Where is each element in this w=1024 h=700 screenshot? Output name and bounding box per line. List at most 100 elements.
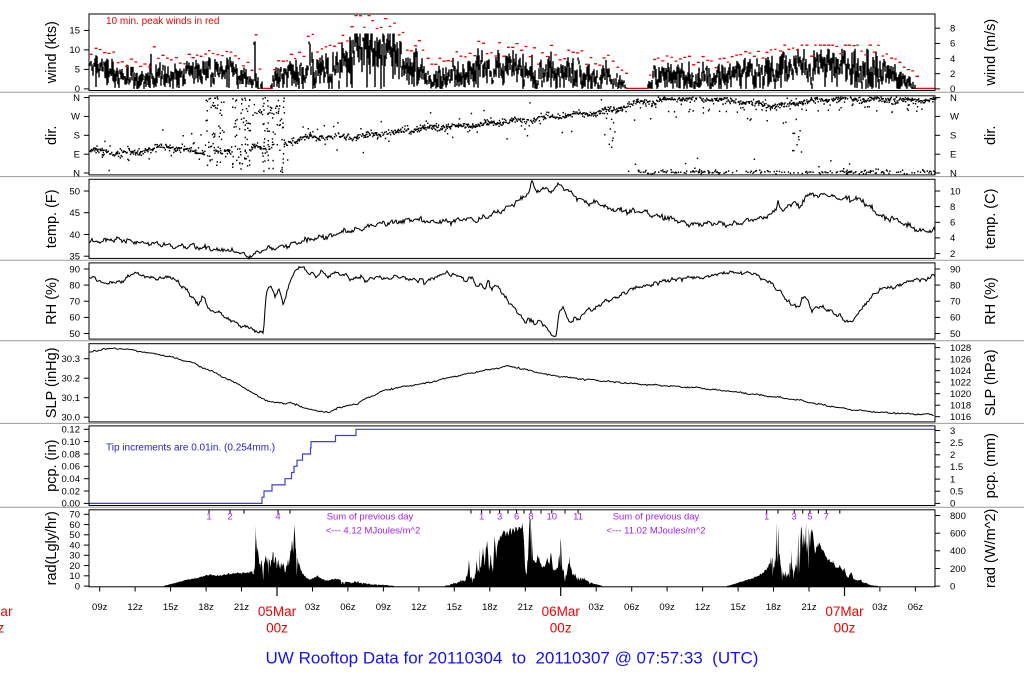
svg-text:dir.: dir.	[44, 126, 60, 145]
svg-text:04Mar: 04Mar	[0, 604, 13, 619]
svg-text:15z: 15z	[447, 602, 463, 613]
svg-text:RH (%): RH (%)	[44, 277, 60, 325]
svg-text:03z: 03z	[305, 602, 321, 613]
svg-text:800: 800	[950, 511, 966, 522]
svg-text:8: 8	[950, 24, 955, 35]
svg-text:0.00: 0.00	[62, 499, 81, 510]
svg-text:00z: 00z	[550, 621, 572, 636]
svg-text:30.1: 30.1	[62, 393, 81, 404]
svg-text:7: 7	[824, 512, 829, 523]
svg-text:<--- 11.02 MJoules/m^2: <--- 11.02 MJoules/m^2	[606, 526, 705, 537]
svg-text:12z: 12z	[127, 602, 143, 613]
svg-text:07Mar: 07Mar	[825, 604, 864, 619]
svg-text:45: 45	[69, 208, 80, 219]
svg-text:40: 40	[69, 540, 80, 551]
svg-text:50: 50	[69, 186, 80, 197]
svg-text:80: 80	[69, 280, 80, 291]
svg-text:6: 6	[514, 512, 519, 523]
svg-text:wind (m/s): wind (m/s)	[983, 19, 999, 87]
svg-text:3: 3	[792, 512, 797, 523]
svg-text:dir.: dir.	[983, 126, 999, 145]
svg-text:05Mar: 05Mar	[258, 604, 297, 619]
svg-text:0.08: 0.08	[62, 449, 81, 460]
svg-text:2.5: 2.5	[950, 438, 963, 449]
svg-text:5: 5	[75, 65, 80, 76]
svg-text:5: 5	[807, 512, 812, 523]
svg-text:60: 60	[69, 313, 80, 324]
svg-text:3: 3	[497, 512, 502, 523]
svg-text:10: 10	[69, 45, 80, 56]
svg-text:2: 2	[950, 249, 955, 260]
svg-text:200: 200	[950, 564, 966, 575]
svg-text:70: 70	[69, 297, 80, 308]
svg-text:rad (W/m^2): rad (W/m^2)	[983, 509, 999, 588]
svg-text:1016: 1016	[950, 412, 971, 423]
svg-text:600: 600	[950, 529, 966, 540]
svg-text:SLP (hPa): SLP (hPa)	[983, 349, 999, 416]
svg-text:RH (%): RH (%)	[983, 277, 999, 325]
svg-text:50: 50	[69, 530, 80, 541]
svg-text:1026: 1026	[950, 354, 971, 365]
svg-text:90: 90	[950, 264, 961, 275]
svg-text:0: 0	[950, 581, 955, 592]
svg-text:temp. (C): temp. (C)	[983, 189, 999, 249]
svg-text:1: 1	[206, 512, 211, 523]
svg-text:21z: 21z	[234, 602, 250, 613]
svg-text:UW Rooftop Data for 20110304: UW Rooftop Data for 20110304 to 20110307…	[266, 649, 759, 668]
svg-text:3: 3	[950, 426, 955, 437]
svg-text:20: 20	[69, 561, 80, 572]
svg-text:2: 2	[950, 450, 955, 461]
svg-text:400: 400	[950, 546, 966, 557]
svg-text:0: 0	[75, 84, 80, 95]
svg-text:1024: 1024	[950, 366, 971, 377]
svg-text:70: 70	[69, 510, 80, 521]
svg-text:6: 6	[950, 218, 955, 229]
svg-text:80: 80	[950, 280, 961, 291]
svg-text:18z: 18z	[198, 602, 214, 613]
svg-text:N: N	[950, 93, 957, 104]
svg-text:60: 60	[950, 313, 961, 324]
svg-text:00z: 00z	[834, 621, 856, 636]
svg-text:40: 40	[69, 230, 80, 241]
svg-text:09z: 09z	[376, 602, 392, 613]
svg-text:0.06: 0.06	[62, 462, 81, 473]
svg-text:4: 4	[950, 233, 955, 244]
svg-text:2: 2	[227, 512, 232, 523]
svg-text:1022: 1022	[950, 378, 971, 389]
svg-text:N: N	[73, 168, 80, 179]
svg-text:09z: 09z	[92, 602, 108, 613]
svg-text:W: W	[950, 112, 959, 123]
svg-text:1018: 1018	[950, 401, 971, 412]
svg-text:03z: 03z	[872, 602, 888, 613]
svg-text:1.5: 1.5	[950, 462, 963, 473]
svg-text:10: 10	[950, 186, 961, 197]
svg-text:15: 15	[69, 26, 80, 37]
svg-text:wind (kts): wind (kts)	[44, 21, 60, 84]
svg-text:35: 35	[69, 252, 80, 263]
svg-text:03z: 03z	[589, 602, 605, 613]
svg-text:06z: 06z	[908, 602, 924, 613]
svg-text:1: 1	[764, 512, 769, 523]
svg-text:0: 0	[950, 84, 955, 95]
svg-text:00z: 00z	[0, 621, 4, 636]
svg-text:0.04: 0.04	[62, 474, 81, 485]
svg-text:pcp. (mm): pcp. (mm)	[983, 433, 999, 498]
svg-text:S: S	[74, 131, 80, 142]
svg-text:21z: 21z	[518, 602, 534, 613]
svg-text:<--- 4.12 MJoules/m^2: <--- 4.12 MJoules/m^2	[326, 526, 420, 537]
svg-text:12z: 12z	[411, 602, 427, 613]
svg-text:N: N	[73, 93, 80, 104]
svg-text:1: 1	[479, 512, 484, 523]
svg-text:06Mar: 06Mar	[542, 604, 581, 619]
svg-text:30.2: 30.2	[62, 374, 81, 385]
svg-text:0.02: 0.02	[62, 486, 81, 497]
svg-text:10: 10	[547, 512, 558, 523]
svg-text:12z: 12z	[695, 602, 711, 613]
svg-text:Tip increments are 0.01in. (0.: Tip increments are 0.01in. (0.254mm.)	[106, 443, 275, 454]
svg-text:Sum of previous day: Sum of previous day	[613, 512, 700, 523]
svg-text:W: W	[71, 112, 80, 123]
svg-text:pcp. (in): pcp. (in)	[44, 440, 60, 492]
svg-text:E: E	[74, 150, 80, 161]
svg-text:10 min. peak winds in red: 10 min. peak winds in red	[106, 16, 219, 27]
svg-text:4: 4	[950, 54, 955, 65]
